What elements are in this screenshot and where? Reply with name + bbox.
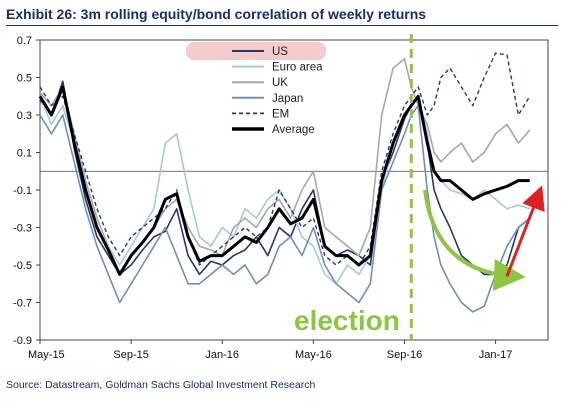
- source-note: Source: Datastream, Goldman Sachs Global…: [6, 379, 316, 391]
- x-tick-label: Jan-16: [205, 349, 239, 361]
- y-tick-label: -0.3: [13, 223, 32, 235]
- plot-frame: [39, 39, 549, 341]
- series-lines: [38, 52, 531, 313]
- election-label: election: [294, 305, 400, 336]
- x-tick-label: Sep-15: [113, 349, 148, 361]
- legend-label-japan: Japan: [272, 93, 303, 105]
- legend-label-uk: UK: [272, 77, 288, 89]
- y-tick-label: 0.7: [17, 35, 32, 47]
- legend-label-euro-area: Euro area: [272, 62, 323, 74]
- y-tick-label: 0.5: [17, 73, 32, 85]
- title-divider: [6, 25, 558, 26]
- annotations: election: [294, 34, 545, 340]
- legend-label-us: US: [272, 46, 288, 58]
- y-tick-label: -0.9: [13, 335, 32, 347]
- series-line-average: [38, 85, 530, 276]
- green-arrow: [423, 189, 526, 291]
- y-tick-label: 0.3: [17, 110, 32, 122]
- x-tick-label: Sep-16: [387, 349, 422, 361]
- legend: US Euro area UK Japan EM Average: [186, 42, 326, 136]
- series-line-euro-area: [39, 95, 531, 285]
- series-line-japan: [39, 104, 531, 313]
- legend-label-average: Average: [272, 124, 315, 136]
- series-line-em: [39, 52, 531, 266]
- x-axis: May-15 Sep-15 Jan-16 May-16 Sep-16 Jan-17: [28, 340, 512, 361]
- legend-label-em: EM: [272, 108, 289, 120]
- x-tick-label: May-15: [28, 349, 65, 361]
- x-tick-label: Jan-17: [479, 349, 513, 361]
- x-tick-label: May-16: [295, 349, 332, 361]
- y-axis: 0.7 0.5 0.3 0.1 -0.1 -0.3 -0.5 -0.7 -0.9: [13, 35, 40, 347]
- y-tick-label: -0.1: [13, 185, 32, 197]
- chart-title: Exhibit 26: 3m rolling equity/bond corre…: [6, 6, 427, 22]
- y-tick-label: 0.1: [17, 148, 32, 160]
- y-tick-label: -0.7: [13, 298, 32, 310]
- red-arrow: [505, 185, 545, 277]
- y-tick-label: -0.5: [13, 260, 32, 272]
